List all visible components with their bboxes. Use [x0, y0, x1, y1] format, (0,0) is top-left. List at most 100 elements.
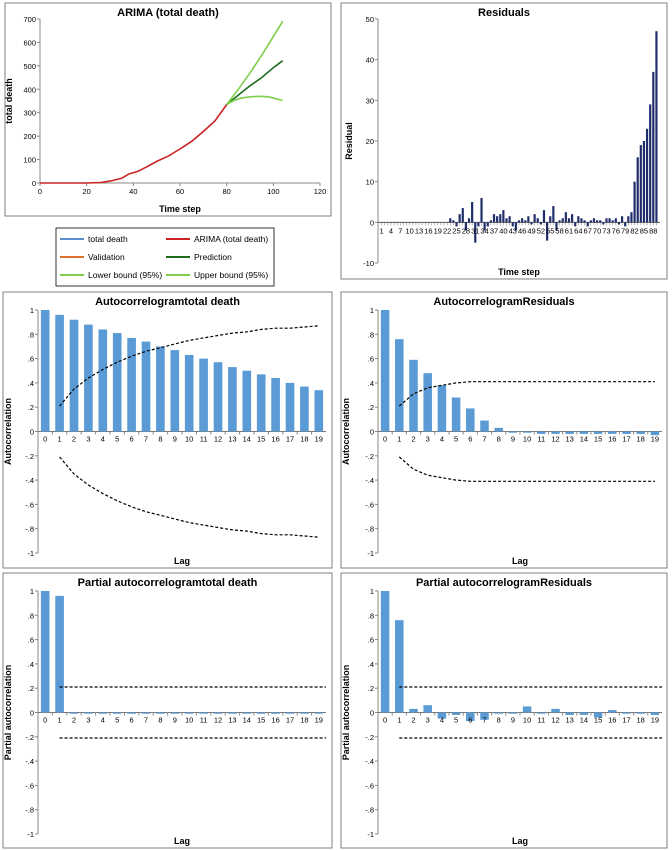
pacf-total-bar	[242, 712, 252, 714]
residuals-bar	[620, 216, 624, 223]
acf-residuals-ytick-label: -.8	[365, 525, 374, 534]
acf-total-bar	[228, 367, 237, 432]
acf-residuals-title: AutocorrelogramResiduals	[433, 296, 574, 308]
pacf-residuals-xtick-label: 17	[622, 716, 630, 725]
residuals-bar	[552, 206, 555, 223]
residuals-bar	[502, 210, 505, 223]
acf-residuals-bar	[593, 431, 603, 434]
acf-total-bar	[98, 329, 108, 432]
residuals-xtick-label: 58	[555, 226, 563, 235]
pacf-total-xtick-label: 4	[101, 716, 105, 725]
acf-total-xtick-label: 1	[58, 435, 62, 444]
residuals-bar	[533, 214, 536, 223]
pacf-total-xtick-label: 10	[185, 716, 193, 725]
acf-residuals-bar	[437, 385, 447, 432]
residuals-bar	[561, 218, 564, 223]
acf-total-bar	[69, 319, 79, 432]
acf-residuals-ytick-label: -.6	[365, 500, 374, 509]
residuals-bar	[608, 218, 611, 223]
arima-series-upper-bound-95	[226, 20, 284, 105]
pacf-total-chart: Partial autocorrelogramtotal death Lag Par…	[2, 572, 333, 849]
pacf-total-frame	[2, 572, 333, 849]
acf-residuals-xtick-label: 18	[637, 435, 645, 444]
acf-total-ytick-label: .4	[28, 379, 34, 388]
pacf-total-bar	[84, 712, 93, 714]
residuals-bar	[527, 216, 530, 223]
pacf-total-bar	[184, 712, 194, 714]
residuals-xtick-label: 76	[612, 226, 620, 235]
pacf-residuals-ytick-label: -.4	[365, 757, 374, 766]
residuals-ylabel: Residual	[344, 122, 354, 160]
acf-total-xtick-label: 15	[257, 435, 265, 444]
pacf-total-ytick-label: 1	[30, 587, 34, 596]
pacf-residuals-bar	[480, 712, 489, 720]
acf-total-xtick-label: 6	[130, 435, 134, 444]
acf-residuals-ytick-label: 0	[370, 428, 374, 437]
residuals-bar	[452, 220, 455, 223]
residuals-bar	[517, 220, 521, 223]
arima-ytick-label: 400	[23, 85, 36, 94]
residuals-bar	[586, 222, 589, 227]
pacf-total-ytick-label: 0	[30, 709, 34, 718]
pacf-total-xtick-label: 5	[115, 716, 119, 725]
acf-residuals-xtick-label: 11	[537, 435, 545, 444]
pacf-total-bar	[271, 712, 280, 714]
residuals-bar	[514, 222, 517, 231]
chart-legend: total death ARIMA (total death) Validation…	[55, 227, 275, 287]
arima-ytick-label: 0	[32, 179, 36, 188]
acf-residuals-bar	[423, 373, 432, 432]
pacf-residuals-ytick-label: .4	[368, 660, 374, 669]
acf-residuals-xtick-label: 16	[608, 435, 616, 444]
pacf-residuals-xtick-label: 4	[440, 716, 444, 725]
pacf-residuals-bar	[579, 712, 589, 715]
legend-label: Prediction	[194, 252, 232, 262]
residuals-ytick-label: 50	[366, 15, 374, 24]
acf-total-xtick-label: 2	[72, 435, 76, 444]
pacf-residuals-xtick-label: 18	[637, 716, 645, 725]
residuals-bar	[467, 218, 471, 223]
residuals-xtick-label: 43	[509, 226, 517, 235]
arima-ytick-label: 700	[23, 15, 36, 24]
pacf-total-bar	[98, 712, 108, 714]
acf-residuals-xtick-label: 12	[551, 435, 559, 444]
residuals-xtick-label: 22	[443, 226, 451, 235]
pacf-total-bar	[40, 591, 50, 713]
pacf-total-ytick-label: .4	[28, 660, 34, 669]
acf-total-xlabel: Lag	[174, 556, 190, 566]
residuals-bar	[614, 218, 617, 223]
acf-residuals-xtick-label: 3	[426, 435, 430, 444]
residuals-xtick-label: 31	[471, 226, 479, 235]
residuals-bar	[611, 220, 614, 223]
acf-total-xtick-label: 3	[86, 435, 90, 444]
legend-label: ARIMA (total death)	[194, 234, 268, 244]
arima-ytick-label: 500	[23, 62, 36, 71]
pacf-residuals-xtick-label: 10	[523, 716, 531, 725]
residuals-bar	[592, 218, 596, 223]
pacf-residuals-ytick-label: 0	[370, 709, 374, 718]
acf-residuals-ytick-label: .8	[368, 330, 374, 339]
acf-total-bar	[314, 390, 324, 432]
residuals-xtick-label: 52	[537, 226, 545, 235]
acf-residuals-bar	[522, 431, 532, 433]
residuals-xtick-label: 1	[379, 226, 383, 235]
acf-residuals-ytick-label: -.4	[365, 476, 374, 485]
residuals-ytick-label: -10	[363, 259, 374, 268]
acf-residuals-ytick-label: .4	[368, 379, 374, 388]
residuals-xtick-label: 19	[434, 226, 442, 235]
pacf-total-xtick-label: 2	[72, 716, 76, 725]
pacf-residuals-ytick-label: .2	[368, 684, 374, 693]
acf-residuals-frame	[340, 291, 668, 569]
pacf-total-bar	[170, 712, 180, 714]
acf-residuals-xtick-label: 19	[651, 435, 659, 444]
residuals-xtick-label: 67	[584, 226, 592, 235]
residuals-xtick-label: 61	[565, 226, 573, 235]
acf-residuals-bar	[551, 431, 560, 434]
pacf-residuals-xtick-label: 0	[383, 716, 387, 725]
residuals-bar	[489, 220, 492, 223]
pacf-residuals-xtick-label: 11	[537, 716, 545, 725]
acf-total-xtick-label: 17	[286, 435, 294, 444]
acf-total-bar	[40, 310, 50, 432]
pacf-residuals-bar	[522, 706, 532, 713]
arima-series-prediction	[226, 60, 284, 106]
